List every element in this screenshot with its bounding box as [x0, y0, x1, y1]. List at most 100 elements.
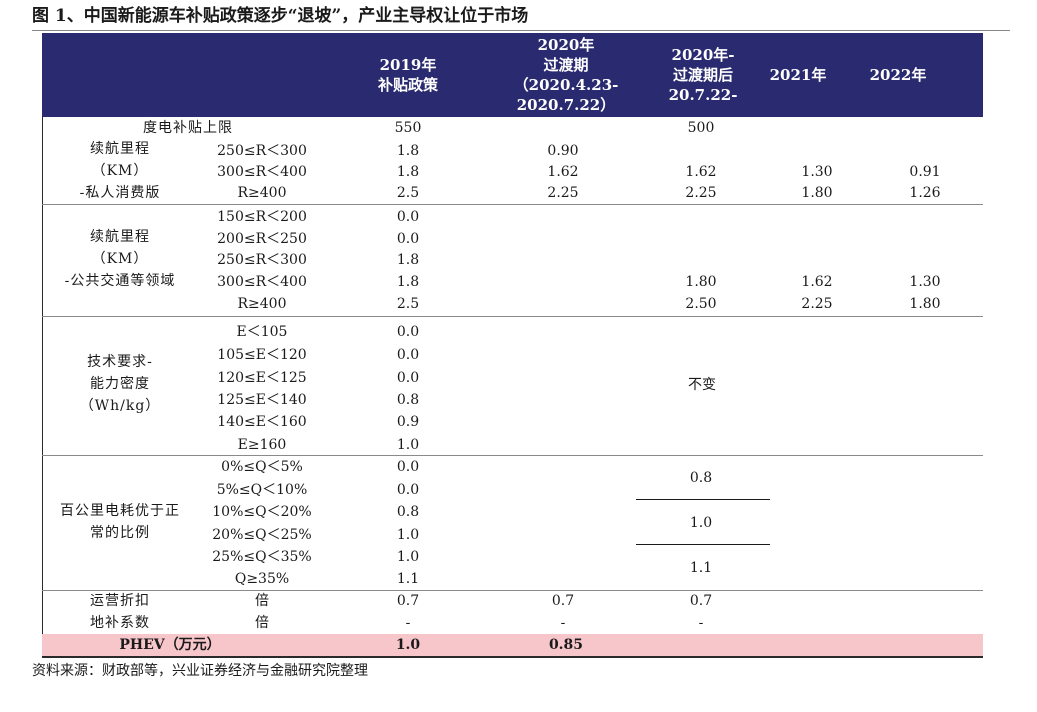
private-2021: 1.30	[801, 164, 833, 180]
private-label: 续航里程 （KM） -私人消费版	[80, 138, 161, 204]
private-2022: 0.91	[909, 164, 941, 180]
table-left-border	[42, 117, 43, 658]
private-2020a: 0.90	[547, 143, 579, 159]
table-bottom-border	[42, 656, 983, 658]
phev-row-highlight	[42, 634, 983, 656]
row-separator	[42, 590, 983, 591]
consumption-2020b: 1.0	[689, 515, 713, 531]
public-range: R≥400	[237, 296, 287, 312]
public-label-line3: -公共交通等领域	[64, 273, 176, 289]
public-label-line1: 续航里程	[89, 229, 150, 245]
header-2020a-line3: （2020.4.23-	[513, 76, 619, 94]
ops-label: 运营折扣	[90, 593, 150, 609]
consumption-2019: 1.0	[396, 527, 420, 543]
energy-label-line2: 能力密度	[89, 376, 150, 392]
table-header	[42, 33, 983, 117]
phev-2019: 1.0	[395, 637, 421, 653]
consumption-2019: 0.0	[396, 459, 420, 475]
energy-2019: 0.0	[396, 324, 420, 340]
private-2019: 1.8	[396, 143, 420, 159]
public-range: 300≤R＜400	[217, 274, 307, 290]
energy-2019: 1.0	[396, 437, 420, 453]
private-2022: 1.26	[909, 185, 941, 201]
row-separator	[42, 204, 983, 205]
ops-unit: 倍	[255, 593, 269, 609]
energy-2019: 0.9	[396, 414, 420, 430]
public-2021: 1.62	[801, 274, 833, 290]
energy-range: 120≤E＜125	[217, 370, 307, 386]
row-separator	[42, 316, 983, 317]
ops-2020b: 0.7	[689, 593, 713, 609]
consumption-range: 20%≤Q＜25%	[212, 527, 312, 543]
consumption-label: 百公里电耗优于正 常的比例	[60, 500, 180, 544]
public-2019: 0.0	[396, 209, 420, 225]
public-2019: 1.8	[396, 252, 420, 268]
private-2020a: 2.25	[547, 185, 579, 201]
consumption-2019: 1.1	[396, 571, 420, 587]
cell-divider	[636, 544, 770, 545]
public-2020b: 2.50	[685, 296, 717, 312]
ops-2020a: -	[560, 615, 566, 631]
cap-2020b: 500	[687, 120, 715, 136]
private-2020a: 1.62	[547, 164, 579, 180]
ops-2019: -	[405, 615, 411, 631]
energy-label: 技术要求- 能力密度 （Wh/kg）	[80, 351, 161, 417]
public-label: 续航里程 （KM） -公共交通等领域	[65, 226, 176, 292]
private-2019: 1.8	[396, 164, 420, 180]
header-2020b-line3: 20.7.22-	[668, 86, 738, 104]
energy-2019: 0.0	[396, 370, 420, 386]
private-label-line3: -私人消费版	[79, 185, 161, 201]
header-2019-line2: 补贴政策	[377, 76, 439, 94]
cell-divider	[636, 499, 770, 500]
header-2019-line1: 2019年	[379, 56, 437, 74]
header-2022: 2022年	[869, 66, 927, 84]
ops-2020b: -	[698, 615, 704, 631]
energy-range: E≥160	[237, 437, 287, 453]
consumption-label-line1: 百公里电耗优于正	[60, 503, 180, 519]
header-2020a-line4: 2020.7.22）	[516, 96, 616, 114]
public-2019: 1.8	[396, 274, 420, 290]
header-2021: 2021年	[769, 66, 827, 84]
energy-2019: 0.8	[396, 392, 420, 408]
header-2020-post: 2020年- 过渡期后 20.7.22-	[669, 45, 738, 105]
consumption-label-line2: 常的比例	[90, 525, 150, 541]
phev-2020a: 0.85	[548, 637, 584, 653]
consumption-range: 5%≤Q＜10%	[216, 482, 308, 498]
public-2020b: 1.80	[685, 274, 717, 290]
ops-2019: 0.7	[396, 593, 420, 609]
energy-range: 140≤E＜160	[217, 414, 307, 430]
public-label-line2: （KM）	[91, 251, 149, 267]
private-2019: 2.5	[396, 185, 420, 201]
public-2019: 2.5	[396, 296, 420, 312]
public-range: 200≤R＜250	[217, 231, 307, 247]
consumption-2019: 0.0	[396, 482, 420, 498]
header-2020b-line1: 2020年-	[671, 46, 735, 64]
private-label-line2: （KM）	[91, 163, 149, 179]
ops-unit: 倍	[255, 615, 269, 631]
energy-range: 125≤E＜140	[217, 392, 307, 408]
private-range: R≥400	[237, 185, 287, 201]
consumption-2020b: 0.8	[689, 470, 713, 486]
header-2020-transition: 2020年 过渡期 （2020.4.23- 2020.7.22）	[514, 35, 619, 115]
cap-2019: 550	[394, 120, 422, 136]
energy-unchanged: 不变	[688, 377, 716, 393]
consumption-range: 10%≤Q＜20%	[212, 504, 312, 520]
energy-2019: 0.0	[396, 347, 420, 363]
phev-label: PHEV（万元）	[119, 637, 221, 653]
public-2022: 1.30	[909, 274, 941, 290]
row-separator	[42, 455, 983, 456]
header-2020a-line1: 2020年	[537, 36, 595, 54]
ops-2020a: 0.7	[551, 593, 575, 609]
energy-label-line3: （Wh/kg）	[79, 398, 161, 414]
private-label-line1: 续航里程	[89, 141, 150, 157]
private-2020b: 1.62	[685, 164, 717, 180]
public-2019: 0.0	[396, 231, 420, 247]
consumption-2019: 1.0	[396, 549, 420, 565]
cap-label: 度电补贴上限	[143, 120, 233, 136]
private-range: 300≤R＜400	[217, 164, 307, 180]
figure-title: 图 1、中国新能源车补贴政策逐步“退坡”，产业主导权让位于市场	[32, 6, 529, 26]
public-2022: 1.80	[909, 296, 941, 312]
public-range: 150≤R＜200	[217, 209, 307, 225]
public-2021: 2.25	[801, 296, 833, 312]
energy-label-line1: 技术要求-	[87, 354, 153, 370]
